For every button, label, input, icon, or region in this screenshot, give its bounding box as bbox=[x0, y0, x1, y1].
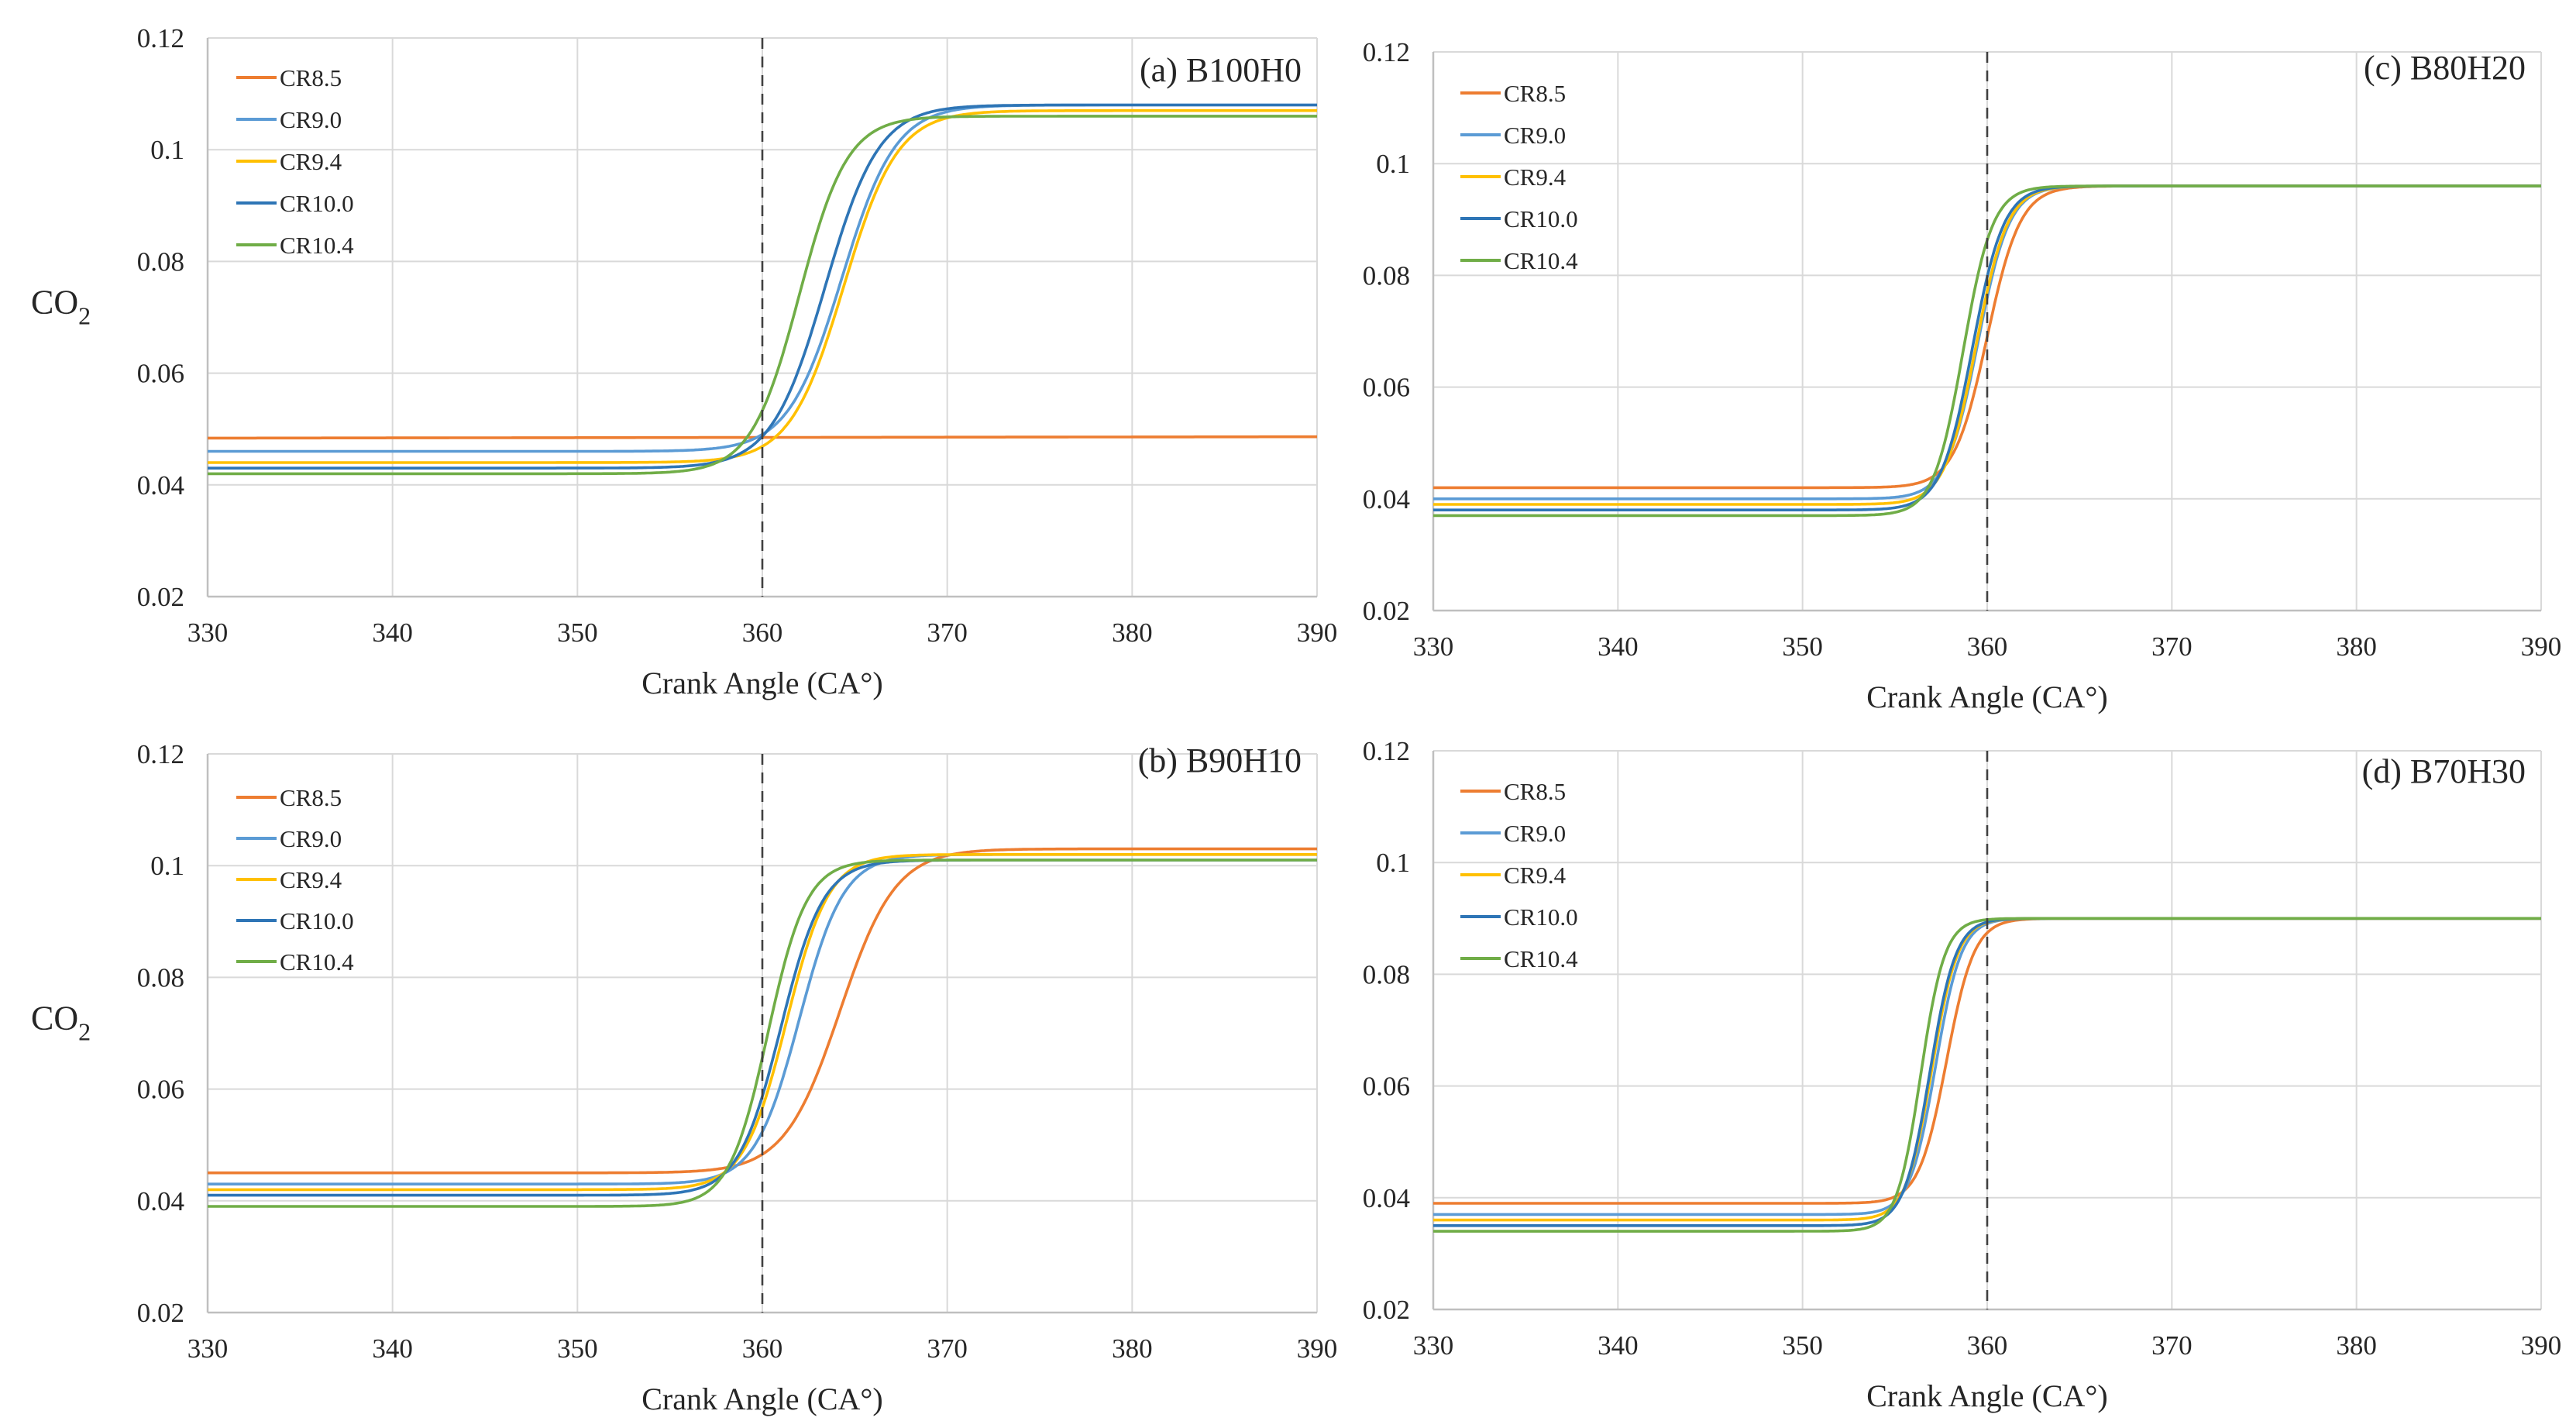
legend-label: CR9.0 bbox=[280, 825, 342, 852]
x-tick-label: 350 bbox=[1782, 1330, 1823, 1361]
x-tick-label: 370 bbox=[927, 618, 968, 648]
x-tick-label: 350 bbox=[557, 618, 598, 648]
x-tick-label: 340 bbox=[372, 1333, 413, 1364]
x-tick-label: 370 bbox=[927, 1333, 968, 1364]
legend-label: CR9.4 bbox=[1504, 163, 1567, 191]
chart-panel-4: 0.02 0.04 0.06 0.08 0.1 0.12 330 340 350 360 370 38… bbox=[1363, 736, 2562, 1413]
x-tick-label: 380 bbox=[1112, 618, 1153, 648]
y-tick-label: 0.1 bbox=[1376, 149, 1410, 179]
legend-label: CR9.4 bbox=[280, 866, 342, 893]
y-axis-label: CO2 bbox=[31, 284, 91, 330]
legend-label: CR8.5 bbox=[280, 64, 342, 91]
y-axis-label-subscript: 2 bbox=[78, 302, 91, 330]
x-tick-label: 360 bbox=[742, 618, 783, 648]
panel-title: (a) B100H0 bbox=[1140, 51, 1302, 89]
legend-label: CR10.0 bbox=[280, 190, 354, 217]
y-tick-label: 0.08 bbox=[137, 246, 184, 277]
x-axis-label: Crank Angle (CA°) bbox=[1866, 1378, 2108, 1413]
y-tick-label: 0.02 bbox=[137, 582, 184, 612]
legend-label: CR10.4 bbox=[1504, 945, 1578, 972]
legend-label: CR10.4 bbox=[280, 948, 354, 976]
y-tick-label: 0.12 bbox=[1363, 736, 1410, 766]
x-tick-label: 390 bbox=[2521, 1330, 2562, 1361]
panel-title: (b) B90H10 bbox=[1138, 742, 1302, 779]
y-tick-label: 0.02 bbox=[137, 1298, 184, 1328]
x-axis-label: Crank Angle (CA°) bbox=[641, 666, 883, 700]
series-line-cr9-4 bbox=[208, 108, 1317, 464]
y-tick-label: 0.08 bbox=[137, 962, 184, 993]
y-tick-label: 0.06 bbox=[137, 1075, 184, 1105]
y-tick-label: 0.06 bbox=[137, 359, 184, 389]
y-tick-label: 0.1 bbox=[150, 135, 184, 165]
legend-label: CR9.0 bbox=[280, 106, 342, 133]
legend-label: CR10.4 bbox=[1504, 247, 1578, 274]
x-tick-label: 370 bbox=[2151, 631, 2193, 662]
y-tick-label: 0.1 bbox=[150, 851, 184, 881]
y-axis-label-subscript: 2 bbox=[78, 1018, 91, 1046]
x-axis-label: Crank Angle (CA°) bbox=[641, 1382, 883, 1416]
legend-label: CR8.5 bbox=[280, 784, 342, 811]
chart-panel-1: 0.02 0.04 0.06 0.08 0.1 0.12 330 340 350 360 370 38… bbox=[31, 23, 1337, 700]
x-tick-label: 390 bbox=[1297, 618, 1338, 648]
legend-label: CR10.0 bbox=[280, 907, 354, 934]
x-tick-label: 330 bbox=[187, 618, 229, 648]
x-tick-label: 360 bbox=[1967, 1330, 2008, 1361]
x-tick-label: 360 bbox=[742, 1333, 783, 1364]
legend-label: CR10.0 bbox=[1504, 903, 1578, 931]
legend-label: CR9.4 bbox=[1504, 862, 1567, 889]
panel-title: (c) B80H20 bbox=[2364, 49, 2526, 87]
x-tick-label: 330 bbox=[1413, 631, 1454, 662]
chart-panel-3: 0.02 0.04 0.06 0.08 0.1 0.12 330 340 350 360 370 38… bbox=[1363, 37, 2562, 714]
x-tick-label: 340 bbox=[1598, 1330, 1639, 1361]
y-tick-label: 0.04 bbox=[1363, 484, 1410, 514]
legend-label: CR9.0 bbox=[1504, 122, 1566, 149]
x-tick-label: 370 bbox=[2151, 1330, 2193, 1361]
legend-label: CR9.4 bbox=[280, 148, 342, 175]
x-tick-label: 350 bbox=[1782, 631, 1823, 662]
y-tick-label: 0.04 bbox=[137, 1186, 184, 1216]
x-tick-label: 330 bbox=[1413, 1330, 1454, 1361]
y-tick-label: 0.12 bbox=[137, 23, 184, 53]
x-tick-label: 390 bbox=[2521, 631, 2562, 662]
legend-label: CR10.0 bbox=[1504, 205, 1578, 232]
x-tick-label: 390 bbox=[1297, 1333, 1338, 1364]
x-tick-label: 380 bbox=[1112, 1333, 1153, 1364]
panel-title: (d) B70H30 bbox=[2362, 752, 2526, 790]
x-tick-label: 380 bbox=[2336, 631, 2377, 662]
y-tick-label: 0.12 bbox=[137, 739, 184, 769]
y-tick-label: 0.06 bbox=[1363, 373, 1410, 403]
y-tick-label: 0.08 bbox=[1363, 260, 1410, 291]
y-tick-label: 0.02 bbox=[1363, 1295, 1410, 1325]
legend-label: CR8.5 bbox=[1504, 80, 1566, 107]
x-tick-label: 340 bbox=[372, 618, 413, 648]
y-tick-label: 0.1 bbox=[1376, 848, 1410, 878]
y-tick-label: 0.04 bbox=[1363, 1183, 1410, 1213]
x-tick-label: 350 bbox=[557, 1333, 598, 1364]
y-tick-label: 0.12 bbox=[1363, 37, 1410, 67]
x-tick-label: 360 bbox=[1967, 631, 2008, 662]
legend-label: CR9.0 bbox=[1504, 820, 1566, 847]
y-tick-label: 0.06 bbox=[1363, 1072, 1410, 1102]
y-tick-label: 0.02 bbox=[1363, 596, 1410, 626]
legend-label: CR10.4 bbox=[280, 232, 354, 259]
legend-label: CR8.5 bbox=[1504, 778, 1566, 805]
x-tick-label: 380 bbox=[2336, 1330, 2377, 1361]
y-axis-label-main: CO bbox=[31, 1000, 78, 1037]
x-tick-label: 330 bbox=[187, 1333, 229, 1364]
y-axis-label-main: CO bbox=[31, 284, 78, 322]
y-tick-label: 0.04 bbox=[137, 470, 184, 501]
x-axis-label: Crank Angle (CA°) bbox=[1866, 680, 2108, 714]
x-tick-label: 340 bbox=[1598, 631, 1639, 662]
y-axis-label: CO2 bbox=[31, 1000, 91, 1046]
chart-panel-2: 0.02 0.04 0.06 0.08 0.1 0.12 330 340 350 360 370 38… bbox=[31, 739, 1337, 1416]
y-tick-label: 0.08 bbox=[1363, 959, 1410, 989]
